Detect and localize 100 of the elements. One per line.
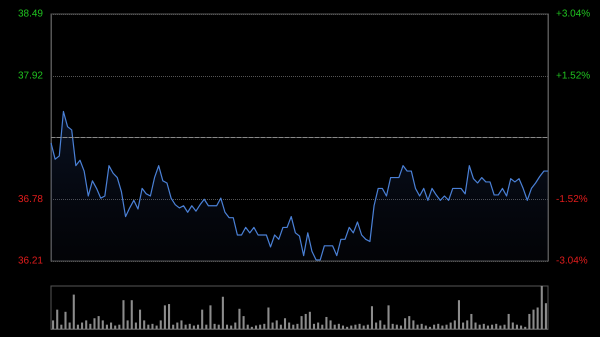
bar — [503, 324, 506, 329]
bar — [218, 324, 220, 329]
bar — [98, 316, 100, 329]
bar — [366, 324, 369, 329]
bar — [72, 294, 75, 329]
bar — [160, 320, 162, 329]
bar — [85, 320, 88, 329]
y-tick-label: 36.78 — [18, 194, 44, 205]
bar — [292, 324, 294, 329]
bar — [470, 314, 472, 329]
bar — [486, 326, 489, 329]
bar — [267, 308, 270, 329]
bar — [263, 324, 266, 329]
bar — [512, 322, 514, 329]
bar — [118, 324, 120, 329]
bar — [416, 324, 419, 329]
bar — [383, 324, 386, 329]
bar — [284, 318, 286, 329]
bar — [370, 306, 374, 329]
bar — [478, 324, 481, 329]
bar — [130, 300, 133, 329]
bar — [312, 324, 316, 329]
bar — [424, 326, 427, 329]
bar — [272, 322, 274, 329]
y2-tick-label: -1.52% — [556, 194, 588, 205]
bar — [102, 320, 104, 329]
bar — [412, 320, 414, 329]
bar — [184, 324, 187, 329]
bar — [81, 322, 84, 329]
bar — [375, 322, 378, 329]
bar — [330, 320, 332, 329]
bar — [296, 324, 298, 329]
bar — [396, 324, 398, 329]
bar — [362, 326, 365, 329]
bar — [156, 326, 158, 329]
bar — [222, 296, 224, 329]
bar — [180, 320, 182, 329]
bar — [482, 324, 485, 329]
bar — [226, 324, 228, 329]
bar — [325, 316, 328, 329]
bar — [499, 326, 502, 329]
bar — [205, 324, 208, 329]
bar — [93, 318, 96, 329]
bar — [164, 305, 166, 329]
y-tick-label: 38.49 — [18, 8, 44, 20]
bar — [172, 324, 174, 329]
bar — [433, 324, 436, 329]
bar — [139, 310, 142, 329]
bar — [196, 324, 200, 329]
bar — [495, 324, 498, 329]
bar — [192, 326, 195, 329]
bar — [379, 320, 382, 329]
bar — [246, 324, 249, 329]
bar — [76, 324, 79, 329]
bar — [300, 316, 303, 329]
bar — [532, 310, 535, 329]
bar — [458, 300, 460, 329]
bar — [462, 322, 464, 329]
bar — [304, 314, 307, 329]
bar — [134, 322, 137, 329]
bar — [437, 324, 440, 329]
bar — [474, 322, 477, 329]
bar — [540, 286, 543, 329]
bar — [214, 324, 216, 329]
bar — [528, 314, 530, 329]
bar — [400, 326, 402, 329]
bar — [151, 324, 154, 329]
bar — [420, 324, 423, 329]
bar — [280, 324, 282, 329]
bar — [209, 305, 212, 329]
bar — [450, 322, 452, 329]
bar — [64, 312, 67, 329]
y2-tick-label: +1.52% — [556, 70, 590, 82]
bar — [238, 308, 240, 329]
bar — [56, 310, 58, 329]
bar — [242, 316, 245, 329]
bar — [516, 324, 518, 329]
bar — [454, 320, 456, 329]
bar — [466, 320, 468, 329]
bar — [388, 305, 390, 329]
bar — [188, 324, 191, 329]
bar — [491, 324, 494, 329]
bar — [358, 324, 361, 329]
bar — [168, 304, 170, 329]
bar — [254, 326, 258, 329]
bar — [520, 326, 522, 329]
bar — [114, 326, 116, 329]
bar — [441, 326, 444, 329]
bar — [321, 324, 324, 329]
y-tick-label: 37.92 — [18, 70, 44, 82]
bar — [508, 314, 510, 329]
bar — [234, 322, 236, 329]
y2-tick-label: +3.04% — [556, 8, 590, 20]
bar — [288, 322, 290, 329]
bar — [122, 300, 125, 329]
bar — [106, 324, 108, 329]
bar — [350, 326, 352, 329]
bar — [60, 324, 62, 329]
bar — [89, 324, 92, 329]
bar — [68, 322, 71, 329]
